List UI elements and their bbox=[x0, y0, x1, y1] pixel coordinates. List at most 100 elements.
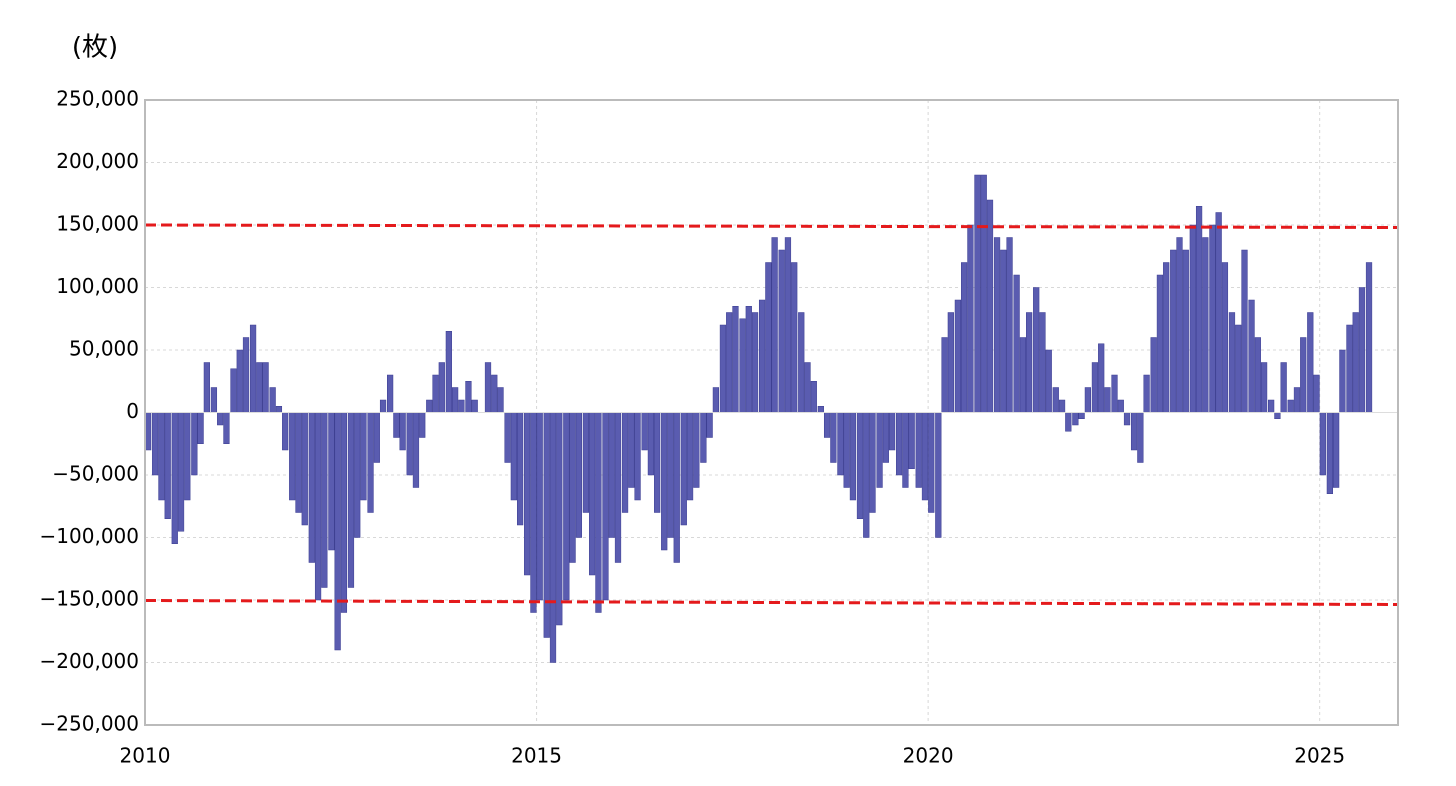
bar bbox=[1123, 412, 1131, 426]
bar bbox=[203, 362, 210, 413]
bar bbox=[719, 324, 727, 413]
bar bbox=[661, 412, 668, 551]
bar bbox=[145, 412, 152, 451]
bar bbox=[367, 412, 374, 513]
bar bbox=[726, 312, 733, 413]
bar bbox=[1228, 312, 1236, 413]
bar bbox=[1235, 324, 1242, 413]
bar bbox=[1019, 337, 1026, 413]
bar bbox=[589, 412, 596, 576]
bar bbox=[184, 412, 191, 501]
bar bbox=[438, 362, 445, 413]
bar bbox=[980, 174, 987, 413]
y-tick-label: 250,000 bbox=[56, 87, 139, 111]
bar bbox=[673, 412, 680, 563]
bar bbox=[1000, 249, 1007, 413]
bar bbox=[1280, 362, 1287, 413]
bar bbox=[1137, 412, 1144, 463]
bar bbox=[791, 262, 798, 413]
reference-line bbox=[144, 223, 1399, 229]
bar bbox=[608, 412, 615, 538]
bar bbox=[915, 412, 922, 488]
bar bbox=[967, 224, 974, 413]
bar bbox=[1058, 399, 1066, 413]
bar bbox=[1209, 224, 1216, 413]
bar bbox=[732, 306, 739, 413]
bar bbox=[706, 412, 713, 438]
bar bbox=[164, 412, 171, 519]
x-tick-label: 2025 bbox=[1294, 744, 1345, 768]
bar bbox=[432, 374, 439, 413]
bar bbox=[1221, 262, 1229, 413]
x-tick-label: 2015 bbox=[511, 744, 562, 768]
bar bbox=[321, 412, 328, 588]
bar bbox=[536, 412, 543, 601]
bar bbox=[778, 249, 785, 413]
bar bbox=[393, 412, 400, 438]
bar bbox=[354, 412, 361, 538]
bar bbox=[399, 412, 406, 451]
bar bbox=[295, 412, 302, 513]
y-tick-label: 150,000 bbox=[56, 212, 139, 236]
bar bbox=[961, 262, 968, 413]
bar bbox=[1182, 249, 1189, 413]
bar bbox=[1006, 237, 1013, 413]
bar bbox=[863, 412, 870, 538]
bar bbox=[373, 412, 380, 463]
bar bbox=[1326, 412, 1333, 494]
bar bbox=[504, 412, 511, 463]
y-tick-label: −50,000 bbox=[52, 462, 139, 486]
bar bbox=[1352, 312, 1359, 413]
bar bbox=[641, 412, 648, 451]
bar bbox=[1156, 274, 1164, 413]
bar bbox=[634, 412, 641, 501]
bar bbox=[328, 412, 335, 551]
bar bbox=[1339, 349, 1346, 413]
bar bbox=[1098, 343, 1105, 413]
bar bbox=[843, 412, 850, 488]
bar bbox=[823, 412, 831, 438]
bar bbox=[1346, 324, 1353, 413]
bar bbox=[1091, 362, 1099, 413]
bar bbox=[249, 324, 257, 413]
bar bbox=[1104, 387, 1111, 413]
bar bbox=[739, 318, 746, 413]
bar bbox=[158, 412, 165, 501]
bar bbox=[1117, 399, 1124, 413]
bar bbox=[569, 412, 576, 563]
bar bbox=[869, 412, 876, 513]
bar bbox=[1215, 212, 1222, 413]
bar bbox=[935, 412, 942, 538]
bar bbox=[1189, 224, 1196, 413]
bar bbox=[340, 412, 348, 613]
bar bbox=[745, 306, 752, 413]
bar bbox=[223, 412, 230, 444]
bar bbox=[1013, 274, 1020, 413]
bar bbox=[993, 237, 1001, 413]
bar bbox=[1170, 249, 1177, 413]
bar bbox=[1319, 412, 1326, 476]
bar bbox=[941, 337, 948, 413]
y-tick-label: 100,000 bbox=[56, 274, 139, 298]
bar bbox=[256, 362, 263, 413]
bar bbox=[1260, 362, 1268, 413]
bar bbox=[888, 412, 896, 451]
bar bbox=[360, 412, 367, 501]
bar bbox=[419, 412, 426, 438]
y-tick-label: −200,000 bbox=[40, 649, 139, 673]
bar bbox=[1084, 387, 1091, 413]
bar bbox=[563, 412, 570, 601]
bar bbox=[217, 412, 224, 426]
bar bbox=[1150, 337, 1157, 413]
bar bbox=[876, 412, 883, 488]
bar bbox=[1307, 312, 1314, 413]
bar bbox=[1195, 206, 1203, 413]
bar bbox=[308, 412, 315, 563]
bar bbox=[1202, 237, 1209, 413]
bar bbox=[1033, 287, 1040, 413]
bar bbox=[242, 337, 250, 413]
bar bbox=[1268, 399, 1275, 413]
bar bbox=[1078, 412, 1085, 419]
bar bbox=[1358, 287, 1366, 413]
